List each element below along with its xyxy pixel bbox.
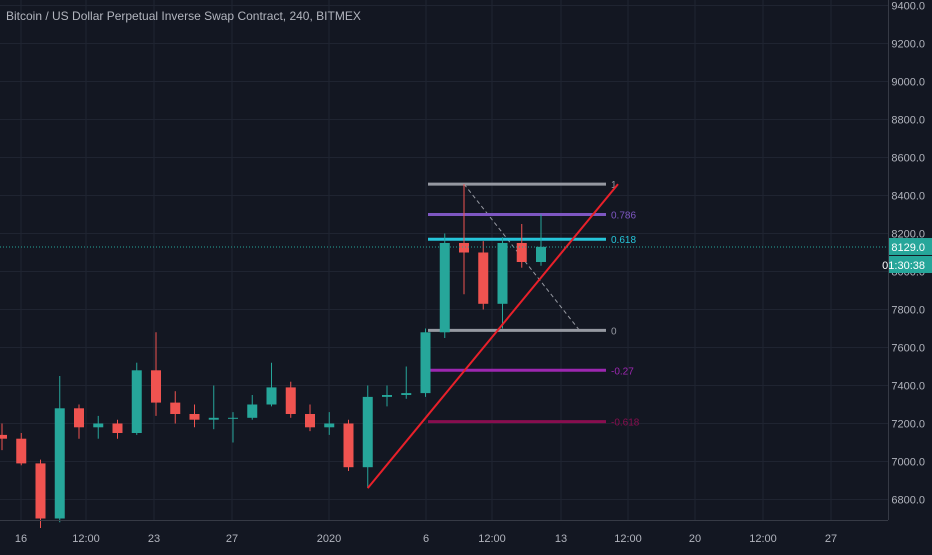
candle-down [343,423,354,468]
candle-down [151,370,161,403]
candlestick-series [0,184,546,528]
trendline-drawing[interactable] [366,183,619,489]
x-tick-label: 27 [825,533,837,545]
y-tick-label: 7400.0 [891,381,925,393]
x-tick-label: 12:00 [749,533,777,545]
candle-up [93,423,104,428]
candle-up [362,396,373,468]
candle-up [247,404,258,418]
grid [0,0,888,520]
fib-level-label: 0.618 [611,235,636,246]
candle-down [305,414,315,428]
candle-down [112,423,123,433]
candle-up [228,417,238,419]
candle-up [382,395,392,397]
time-axis[interactable]: 16 12:00 23 27 2020 6 12:00 13 12:00 20 12:00 27 [0,520,888,546]
candle-down [170,402,181,414]
x-tick-label: 20 [689,533,701,545]
bar-countdown-label: 01:30:38 [882,260,925,272]
y-tick-label: 7200.0 [891,419,925,431]
x-tick-label: 12:00 [72,533,100,545]
support-trendline [366,183,619,489]
fib-level-label: 1 [611,180,617,191]
y-tick-label: 9200.0 [891,39,925,51]
candle-down [189,414,200,420]
y-tick-label: 8800.0 [891,115,925,127]
candle-up [497,243,508,304]
candle-down [516,243,527,262]
x-tick-label: 12:00 [478,533,506,545]
fib-level-label: 0.786 [611,211,636,222]
y-tick-label: 8200.0 [891,229,925,241]
y-tick-label: 7800.0 [891,305,925,317]
current-price-badge [889,237,932,255]
candle-down [74,408,84,428]
candle-down [459,243,469,253]
x-tick-label: 16 [15,533,27,545]
candle-down [478,252,489,304]
candle-up [208,417,219,420]
x-tick-label: 23 [148,533,160,545]
y-tick-label: 7000.0 [891,457,925,469]
candle-up [324,423,335,428]
candle-down [16,438,27,464]
x-tick-label: 27 [226,533,238,545]
y-tick-label: 8600.0 [891,153,925,165]
candle-up [401,393,412,395]
candle-up [131,370,142,433]
x-tick-label: 12:00 [614,533,642,545]
x-tick-label: 13 [555,533,567,545]
candle-up [420,332,431,394]
candle-up [439,243,450,333]
y-tick-label: 6800.0 [891,495,925,507]
candle-down [285,387,296,414]
x-tick-label: 2020 [317,533,341,545]
candle-down [0,434,7,439]
chart-title: Bitcoin / US Dollar Perpetual Inverse Sw… [6,9,361,23]
candle-down [35,463,46,519]
y-tick-label: 8400.0 [891,191,925,203]
fib-level-label: -0.27 [611,366,634,377]
candle-up [54,408,65,519]
y-tick-label: 9400.0 [891,1,925,13]
candle-up [266,387,277,405]
x-tick-label: 6 [423,533,429,545]
y-tick-label: 9000.0 [891,77,925,89]
current-price-label: 8129.0 [891,242,925,254]
countdown-badge [889,255,932,273]
fibonacci-extension[interactable]: 1 0.786 0.618 0 -0.27 -0.618 [428,180,640,429]
price-axis[interactable]: 9400.0 9200.0 9000.0 8800.0 8600.0 8400.0 8200… [882,0,932,520]
candle-up [536,246,546,262]
fib-level-label: -0.618 [611,418,640,429]
y-tick-label: 7600.0 [891,343,925,355]
fib-level-label: 0 [611,326,617,337]
